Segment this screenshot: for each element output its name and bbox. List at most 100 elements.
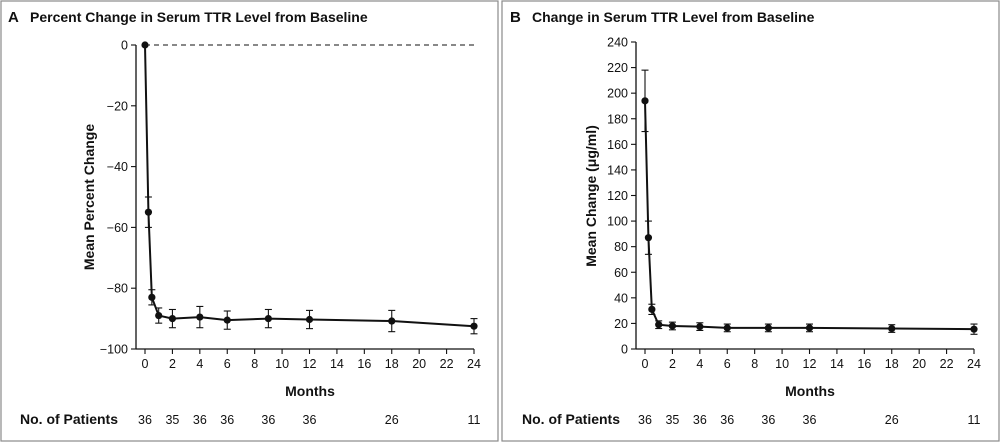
panel-b-title: Change in Serum TTR Level from Baseline [532, 9, 815, 25]
panel-a-patient-count: 36 [193, 413, 207, 427]
panel-b-patient-count: 36 [761, 413, 775, 427]
panel-b: B Change in Serum TTR Level from Baselin… [501, 0, 1000, 442]
panel-a-frame [0, 0, 499, 442]
panel-a-data-point [196, 313, 204, 321]
panel-b-frame [501, 0, 1000, 442]
panel-b-data-point [696, 323, 704, 331]
panel-a-patient-count: 11 [468, 413, 481, 427]
panel-a-x-tick-label: 20 [412, 357, 426, 371]
panel-b-x-tick-label: 22 [940, 357, 954, 371]
panel-b-y-axis-title: Mean Change (μg/ml) [583, 125, 599, 267]
panel-b-data-point [648, 305, 656, 313]
panel-b-x-tick-label: 24 [967, 357, 981, 371]
panel-b-y-tick-label: 0 [621, 343, 628, 357]
panel-a-letter: A [8, 9, 19, 26]
panel-a: A Percent Change in Serum TTR Level from… [0, 0, 499, 442]
panel-b-data-point [764, 324, 772, 332]
panel-b-patient-count: 36 [720, 413, 734, 427]
panel-a-patient-count: 26 [385, 413, 399, 427]
panel-b-x-tick-label: 18 [885, 357, 899, 371]
panel-b-x-tick-label: 6 [724, 357, 731, 371]
panel-a-patient-count: 35 [165, 413, 179, 427]
panel-b-x-axis-title: Months [785, 383, 835, 399]
panel-b-y-tick-label: 180 [607, 112, 628, 126]
panel-a-x-tick-label: 14 [330, 357, 344, 371]
panel-b-y-tick-label: 120 [607, 189, 628, 203]
panel-a-x-tick-label: 4 [196, 357, 203, 371]
panel-a-data-point [148, 293, 156, 301]
panel-b-y-tick-label: 160 [607, 138, 628, 152]
panel-a-x-tick-label: 22 [440, 357, 454, 371]
panel-b-y-tick-label: 200 [607, 87, 628, 101]
panel-a-data-point [264, 315, 272, 323]
panel-b-data-point [805, 324, 814, 332]
panel-a-data-point [141, 41, 149, 49]
panel-a-y-tick-label: −40 [107, 160, 128, 174]
panel-b-y-tick-label: 100 [607, 215, 628, 229]
panel-a-patients-heading: No. of Patients [20, 411, 118, 427]
panel-b-x-tick-label: 4 [696, 357, 703, 371]
panel-b-patient-count: 36 [638, 413, 652, 427]
panel-a-data-point [388, 317, 396, 325]
panel-b-x-tick-label: 12 [803, 357, 817, 371]
panel-b-patient-count: 36 [693, 413, 707, 427]
panel-b-data-point [668, 322, 677, 330]
panel-a-data-point [470, 322, 478, 330]
panel-b-patient-count: 35 [665, 413, 679, 427]
panel-a-y-tick-label: 0 [121, 39, 128, 53]
panel-b-x-tick-label: 14 [830, 357, 844, 371]
panel-a-x-tick-label: 6 [224, 357, 231, 371]
panel-b-data-point [888, 324, 896, 333]
panel-b-x-tick-label: 10 [775, 357, 789, 371]
panel-b-y-tick-label: 240 [607, 36, 628, 50]
panel-b-x-tick-label: 8 [751, 357, 758, 371]
panel-a-x-tick-label: 24 [467, 357, 481, 371]
panel-b-data-point [655, 321, 663, 329]
panel-b-data-point [723, 324, 731, 332]
panel-a-x-axis-title: Months [285, 383, 335, 399]
panel-b-y-tick-label: 220 [607, 61, 628, 75]
panel-a-y-tick-label: −60 [107, 221, 128, 235]
panel-b-y-tick-label: 140 [607, 163, 628, 177]
panel-b-y-tick-label: 80 [614, 240, 628, 254]
panel-a-patient-count: 36 [261, 413, 275, 427]
panel-b-y-tick-label: 40 [614, 291, 628, 305]
panel-a-x-tick-label: 18 [385, 357, 399, 371]
panel-a-x-tick-label: 12 [303, 357, 317, 371]
panel-a-data-point [155, 311, 163, 320]
panel-a-y-tick-label: −100 [100, 343, 128, 357]
panel-b-x-tick-label: 20 [912, 357, 926, 371]
panel-a-title: Percent Change in Serum TTR Level from B… [30, 9, 368, 25]
panel-a-x-tick-label: 16 [357, 357, 371, 371]
panel-b-patient-count: 26 [885, 413, 899, 427]
panel-a-x-tick-label: 10 [275, 357, 289, 371]
panel-b-letter: B [510, 9, 521, 26]
panel-a-data-point [223, 316, 231, 324]
panel-b-data-point [970, 325, 978, 333]
panel-b-y-tick-label: 60 [614, 266, 628, 280]
panel-b-x-tick-label: 2 [669, 357, 676, 371]
panel-a-y-tick-label: −80 [107, 282, 128, 296]
panel-a-data-point [144, 208, 153, 216]
panel-b-patients-heading: No. of Patients [522, 411, 620, 427]
panel-b-data-point [641, 97, 649, 105]
panel-b-data-point [644, 234, 653, 242]
panel-b-y-tick-label: 20 [614, 317, 628, 331]
panel-b-x-tick-label: 0 [642, 357, 649, 371]
panel-a-x-tick-label: 8 [251, 357, 258, 371]
panel-a-x-tick-label: 0 [142, 357, 149, 371]
panel-b-patient-count: 36 [803, 413, 817, 427]
panel-b-x-tick-label: 16 [857, 357, 871, 371]
panel-a-y-tick-label: −20 [107, 99, 128, 113]
panel-b-patient-count: 11 [968, 413, 981, 427]
panel-a-y-axis-title: Mean Percent Change [81, 124, 97, 270]
panel-a-patient-count: 36 [303, 413, 317, 427]
panel-a-patient-count: 36 [138, 413, 152, 427]
panel-a-x-tick-label: 2 [169, 357, 176, 371]
panel-a-data-point [305, 315, 314, 324]
panel-a-data-point [168, 315, 177, 323]
panel-a-patient-count: 36 [220, 413, 234, 427]
